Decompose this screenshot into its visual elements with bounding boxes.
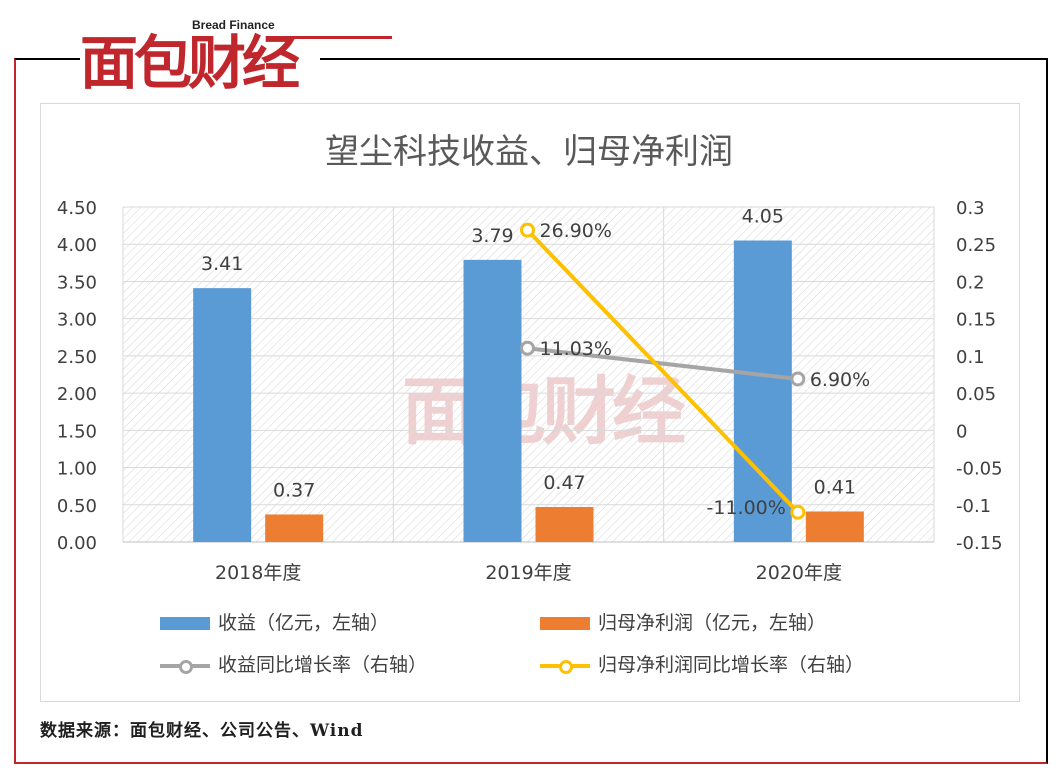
line-point-revenue-growth [520,340,535,356]
legend-label: 归母净利润（亿元，左轴） [598,612,827,634]
bar-revenue [463,259,522,542]
legend-swatch-line [540,659,590,674]
bar-data-label: 0.37 [273,479,315,501]
legend-item: 收益（亿元，左轴） [160,610,389,636]
page-frame [14,58,1048,764]
y-left-tick-label: 2.00 [57,384,97,405]
y-left-tick-label: 1.50 [57,421,97,442]
bar-revenue [193,288,252,542]
y-left-tick-label: 0.50 [57,496,97,517]
y-right-tick-label: 0.05 [956,384,996,405]
y-right-tick-label: 0.3 [956,198,985,219]
line-data-label: 26.90% [540,220,612,242]
legend-item: 归母净利润（亿元，左轴） [540,610,826,636]
y-right-tick-label: -0.1 [956,496,991,517]
legend-label: 收益（亿元，左轴） [218,612,390,634]
logo-tagline: Bread Finance [192,18,275,32]
legend-swatch-line [160,659,210,674]
y-right-tick-label: 0.15 [956,310,996,331]
y-left-tick-label: 2.50 [57,347,97,368]
y-left-tick-label: 3.50 [57,272,97,293]
source-note: 数据来源：面包财经、公司公告、Wind [40,721,364,741]
bar-data-label: 3.41 [201,253,243,275]
y-left-tick-label: 0.00 [57,533,97,554]
legend-swatch-bar [540,617,590,630]
logo-text: 面包财经 [80,29,300,97]
bar-profit [805,511,864,542]
y-right-tick-label: 0.25 [956,235,996,256]
legend-swatch-bar [160,617,210,630]
logo-accent-line [266,36,392,39]
legend-label: 归母净利润同比增长率（右轴） [598,654,865,676]
x-tick-label: 2019年度 [485,562,571,584]
y-right-tick-label: 0.2 [956,272,985,293]
line-point-profit-growth [520,222,535,238]
bar-profit [535,507,594,542]
y-left-tick-label: 3.00 [57,310,97,331]
legend-label: 收益同比增长率（右轴） [218,654,428,676]
bar-data-label: 0.41 [814,476,856,498]
line-data-label: 11.03% [540,338,612,360]
bar-data-label: 0.47 [543,472,585,494]
y-right-tick-label: 0 [956,421,967,442]
x-tick-label: 2020年度 [756,562,842,584]
line-point-revenue-growth [790,371,806,387]
y-left-tick-label: 4.50 [57,198,97,219]
legend-item: 收益同比增长率（右轴） [160,652,427,678]
line-profit-growth [526,228,800,514]
y-right-tick-label: -0.15 [956,533,1003,554]
bar-revenue [733,240,792,542]
line-revenue-growth [527,346,799,381]
line-data-label: -11.00% [707,497,786,519]
y-left-tick-label: 4.00 [57,235,97,256]
y-left-tick-label: 1.00 [57,459,97,480]
y-right-tick-label: 0.1 [956,347,985,368]
chart-title: 望尘科技收益、归母净利润 [325,132,733,172]
bar-data-label: 3.79 [471,225,513,247]
brand-logo: Bread Finance 面包财经 [80,14,392,98]
x-tick-label: 2018年度 [215,562,301,584]
legend-item: 归母净利润同比增长率（右轴） [540,652,864,678]
line-point-profit-growth [790,504,806,520]
line-data-label: 6.90% [810,369,870,391]
bar-data-label: 4.05 [742,206,784,228]
bar-profit [265,514,324,542]
y-right-tick-label: -0.05 [956,459,1003,480]
